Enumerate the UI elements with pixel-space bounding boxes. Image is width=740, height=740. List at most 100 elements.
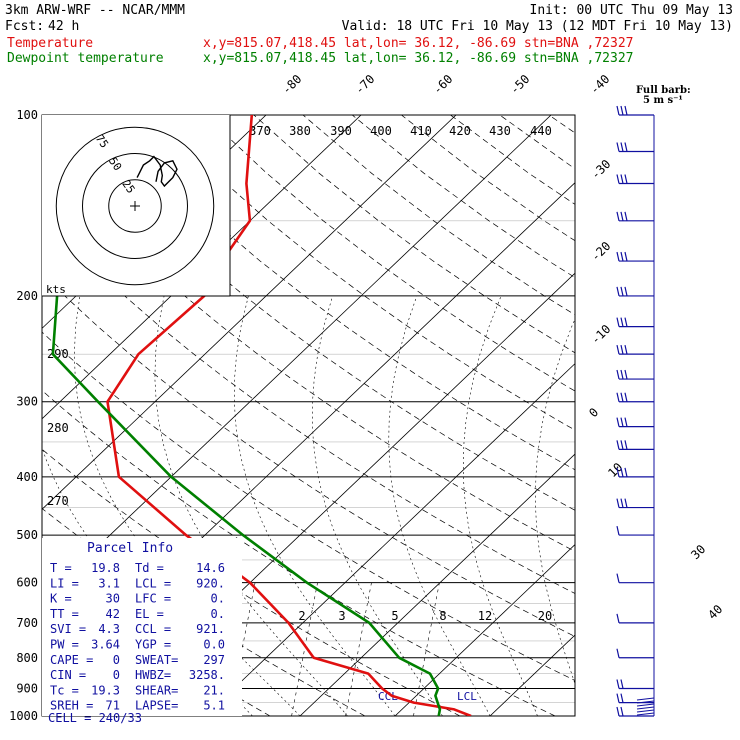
parcel-row-field: 0 [113, 668, 120, 682]
wind-barb [616, 706, 654, 717]
lcl-marker: LCL [457, 690, 477, 703]
moist-adiabat [233, 295, 396, 716]
dry-adiabat [548, 115, 575, 134]
mixing-ratio-label: 2 [298, 609, 305, 623]
moist-adiabat [535, 318, 575, 685]
forecast-hour: 42 h [48, 19, 79, 34]
isotherm [299, 453, 575, 716]
mixing-ratio-line [345, 582, 372, 716]
dewpoint-profile [42, 115, 442, 716]
parcel-row-field: 3.1 [98, 576, 120, 590]
parcel-row-field: 14.6 [196, 561, 225, 575]
mixing-ratio-label: 5 [391, 609, 398, 623]
parcel-row-field: T = [50, 561, 72, 575]
wind-barb [616, 251, 654, 262]
wind-barb [616, 317, 654, 328]
parcel-row-field: 0.0 [203, 638, 225, 652]
parcel-row-field: HWBZ= [135, 668, 171, 682]
wind-barb [636, 709, 655, 713]
mixing-ratio-label: 12 [478, 609, 492, 623]
wind-barb [616, 693, 654, 704]
init-time: Init: 00 UTC Thu 09 May 13 [530, 3, 734, 18]
parcel-row-field: 5.1 [203, 699, 225, 713]
parcel-row-field: 3.64 [91, 638, 120, 652]
hodograph-ring-label: 75 [93, 132, 111, 150]
dry-adiabat [499, 115, 575, 170]
isotherm [394, 544, 575, 716]
pressure-tick-label: 100 [16, 108, 38, 122]
mixing-ratio-label: 20 [538, 609, 552, 623]
isotherm-label-top: -40 [587, 72, 612, 97]
parcel-row-field: 0. [211, 607, 225, 621]
dry-adiabat [42, 273, 575, 637]
dry-adiabat [42, 154, 575, 552]
pressure-tick-label: 200 [16, 289, 38, 303]
wind-barb [616, 440, 654, 450]
hodograph-ring-label: 25 [119, 178, 137, 196]
parcel-row-field: LFC = [135, 592, 171, 606]
parcel-row-field: SWEAT= [135, 653, 178, 667]
isotherm-label-top: -50 [507, 72, 532, 97]
dry-adiabat [598, 115, 740, 716]
valid-time: Valid: 18 UTC Fri 10 May 13 (12 MDT Fri … [342, 19, 733, 34]
isotherm [204, 363, 575, 716]
pressure-tick-label: 400 [16, 470, 38, 484]
wind-barb [616, 613, 654, 624]
parcel-info-title: Parcel Info [87, 541, 173, 556]
isotherm-label-right: 0 [586, 405, 601, 420]
wind-barb [616, 417, 654, 428]
parcel-row-field: 920. [196, 576, 225, 590]
parcel-row-field: CAPE = [50, 653, 93, 667]
wind-barb [616, 392, 654, 403]
theta-e-label: 380 [289, 124, 311, 138]
parcel-row-field: LI = [50, 576, 79, 590]
isotherm [680, 115, 740, 716]
hodograph-ring-25 [108, 179, 162, 233]
parcel-row-field: LCL = [135, 576, 171, 590]
parcel-row-field: 0. [211, 592, 225, 606]
moist-adiabat [311, 295, 443, 716]
parcel-row-field: 0 [113, 653, 120, 667]
wind-barb [616, 467, 654, 478]
dry-adiabat [204, 115, 575, 392]
pressure-tick-label: 600 [16, 576, 38, 590]
dewpoint-location-info: x,y=815.07,418.45 lat,lon= 36.12, -86.69… [203, 51, 633, 66]
wind-barb [616, 345, 654, 355]
parcel-cell-motion: CELL = 240/33 [48, 711, 142, 725]
parcel-row-field: 71 [106, 699, 120, 713]
isotherm [585, 115, 740, 716]
wind-barb [616, 211, 654, 222]
parcel-row-field: 921. [196, 622, 225, 636]
parcel-info-box: Parcel Info T = 19.8 Td = 14.6 LI = 3.1 LCL = 9… [42, 538, 242, 725]
parcel-row-field: LAPSE= [135, 699, 178, 713]
dewpoint-legend: Dewpoint temperature [7, 51, 164, 66]
dry-adiabat-label: 280 [47, 421, 69, 435]
parcel-row-field: TT = [50, 607, 79, 621]
dry-adiabat [42, 214, 575, 594]
parcel-row-field: EL = [135, 607, 164, 621]
dry-adiabat [696, 115, 740, 716]
pressure-tick-label: 900 [16, 681, 38, 695]
barb-legend-units: 5 m s⁻¹ [643, 95, 683, 106]
wind-barb [616, 105, 654, 116]
isotherm [42, 115, 552, 601]
wind-barbs: Full barb: 5 m s⁻¹ [616, 85, 691, 717]
wind-barb [616, 142, 654, 153]
hodograph-trace [136, 155, 178, 188]
temperature-location-info: x,y=815.07,418.45 lat,lon= 36.12, -86.69… [203, 36, 633, 51]
pressure-tick-label: 800 [16, 651, 38, 665]
parcel-row-field: SREH = [50, 699, 93, 713]
isotherm-label-right: 30 [688, 542, 708, 562]
wind-barb [616, 498, 654, 509]
moist-adiabat [388, 295, 491, 716]
theta-e-label: 410 [410, 124, 432, 138]
isotherm-label-top: -60 [430, 72, 455, 97]
theta-e-label: 400 [370, 124, 392, 138]
parcel-row-field: K = [50, 592, 72, 606]
dry-adiabat-label: 270 [47, 494, 69, 508]
parcel-row-field: 19.8 [91, 561, 120, 575]
mixing-ratio-label: 8 [439, 609, 446, 623]
pressure-tick-label: 300 [16, 395, 38, 409]
model-title: 3km ARW-WRF -- NCAR/MMM [5, 3, 185, 18]
parcel-row-field: PW = [50, 638, 79, 652]
